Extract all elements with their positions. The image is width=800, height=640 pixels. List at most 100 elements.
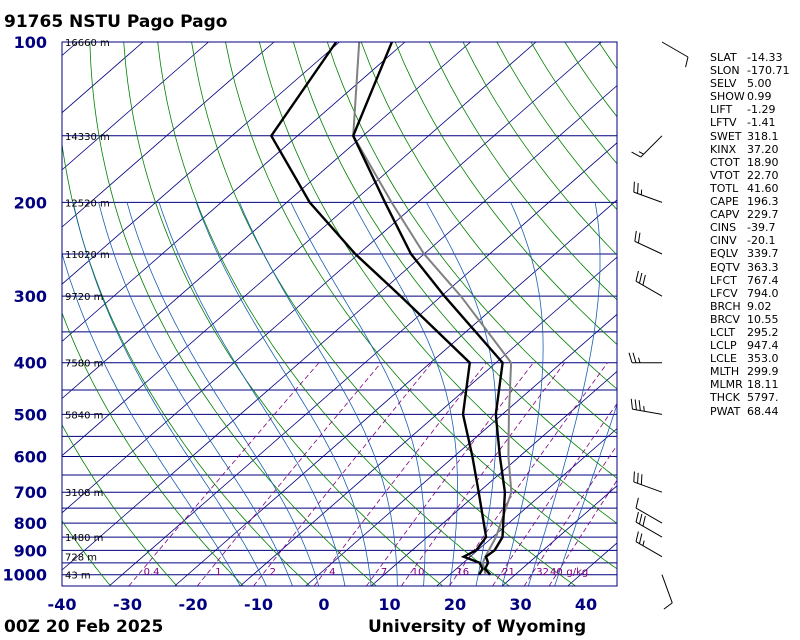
moist-adiabat-line — [501, 202, 544, 586]
height-label: 7580 m — [65, 359, 103, 370]
pressure-tick-label: 500 — [14, 405, 47, 424]
pressure-tick-label: 200 — [14, 193, 47, 212]
moist-adiabat-line — [554, 403, 617, 586]
pressure-tick-label: 900 — [14, 541, 47, 560]
dry-adiabat-line — [62, 311, 244, 586]
index-row: LFCV 794.0 — [710, 287, 789, 300]
index-row: TOTL 41.60 — [710, 182, 789, 195]
height-label: 12520 m — [65, 198, 110, 209]
index-row: SHOW 0.99 — [710, 90, 789, 103]
moist-adiabat-line — [158, 202, 346, 586]
mixing-ratio-line — [400, 362, 566, 586]
pressure-tick-label: 600 — [14, 448, 47, 467]
temperature-tick-label: 10 — [378, 595, 400, 614]
moist-adiabat-line — [72, 202, 267, 586]
index-name: LFCT — [710, 273, 737, 287]
moist-adiabat-line — [195, 202, 372, 586]
moist-adiabat-line — [126, 202, 320, 586]
wind-barb — [661, 574, 673, 610]
isotherm-line — [62, 42, 78, 57]
index-name: VTOT — [710, 168, 740, 182]
index-value: -39.7 — [747, 221, 776, 235]
index-name: SLON — [710, 64, 740, 78]
parcel-line — [352, 42, 513, 575]
isotherm-line — [501, 485, 617, 586]
dry-adiabat-lines — [0, 42, 617, 586]
mixing-ratio-line — [196, 362, 382, 586]
moist-adiabat-lines — [62, 202, 617, 586]
dry-adiabat-line — [157, 42, 510, 586]
moist-adiabat-line — [62, 251, 241, 586]
index-row: CTOT 18.90 — [710, 156, 789, 169]
wind-barb — [633, 471, 663, 493]
mixing-ratio-line — [128, 362, 320, 586]
dry-adiabat-line — [326, 42, 617, 435]
index-row: SELV 5.00 — [710, 77, 789, 90]
height-label: 11020 m — [65, 250, 110, 261]
index-name: LIFT — [710, 103, 733, 117]
wind-barb — [635, 531, 663, 558]
isotherm-lines — [0, 42, 617, 586]
index-row: LFTV -1.41 — [710, 116, 789, 129]
moist-adiabat-line — [352, 202, 458, 586]
index-value: 37.20 — [747, 142, 779, 156]
index-row: THCK 5797. — [710, 391, 789, 404]
dry-adiabat-line — [259, 42, 617, 524]
index-value: 947.4 — [747, 339, 779, 353]
moist-adiabat-line — [239, 202, 398, 586]
dry-adiabat-line — [0, 42, 44, 586]
index-name: LFCV — [710, 286, 738, 300]
sounding-profiles — [269, 42, 513, 576]
wind-barb — [635, 497, 663, 524]
isotherm-line — [62, 85, 617, 571]
index-row: EQTV 363.3 — [710, 261, 789, 274]
index-value: -170.71 — [747, 64, 790, 78]
index-value: 353.0 — [747, 352, 779, 366]
stability-indices-panel: SLAT -14.33 SLON -170.71 SELV 5.00 SHOW 0.99 LIF… — [710, 51, 789, 418]
mixing-ratio-label: 21 — [502, 567, 515, 578]
plot-frame — [61, 41, 618, 587]
index-row: LCLE 353.0 — [710, 352, 789, 365]
index-value: 5.00 — [747, 77, 772, 91]
observation-time: 00Z 20 Feb 2025 — [4, 617, 164, 637]
index-value: -1.29 — [747, 103, 776, 117]
index-row: MLTH 299.9 — [710, 365, 789, 378]
index-row: BRCV 10.55 — [710, 313, 789, 326]
height-label: 16660 m — [65, 38, 110, 49]
height-labels: 16660 m 14330 m 12520 m 11020 m 9720 m 7580 m… — [65, 38, 110, 582]
index-value: 794.0 — [747, 286, 779, 300]
isotherm-line — [62, 42, 275, 228]
temperature-tick-label: -20 — [179, 595, 208, 614]
height-label: 43 m — [65, 571, 91, 582]
height-label: 5840 m — [65, 410, 103, 421]
index-value: 22.70 — [747, 168, 779, 182]
index-value: 229.7 — [747, 208, 779, 222]
temperature-tick-label: 0 — [318, 595, 329, 614]
index-row: LIFT -1.29 — [710, 103, 789, 116]
dry-adiabat-line — [394, 42, 617, 345]
wind-barbs — [628, 41, 689, 610]
mixing-ratio-label: 32 — [536, 567, 549, 578]
index-row: SWET 318.1 — [710, 130, 789, 143]
index-name: BRCV — [710, 312, 740, 326]
index-name: CAPE — [710, 195, 739, 209]
index-row: LCLT 295.2 — [710, 326, 789, 339]
index-value: 0.99 — [747, 90, 772, 104]
dry-adiabat-line — [62, 140, 311, 586]
isotherm-line — [62, 42, 602, 514]
index-name: CINS — [710, 221, 737, 235]
temperature-tick-label: -10 — [244, 595, 273, 614]
mixing-ratio-line — [523, 444, 617, 586]
index-name: CTOT — [710, 155, 740, 169]
moist-adiabat-line — [98, 202, 293, 586]
mixing-ratio-line — [492, 402, 617, 586]
dry-adiabat-line — [89, 42, 377, 586]
temperature-tick-label: -30 — [113, 595, 142, 614]
index-row: LCLP 947.4 — [710, 339, 789, 352]
mixing-ratio-line — [548, 479, 617, 586]
dry-adiabat-line — [293, 42, 617, 479]
index-value: 299.9 — [747, 365, 779, 379]
index-name: SHOW — [710, 90, 745, 104]
dry-adiabat-line — [428, 42, 617, 301]
isotherm-line — [0, 42, 12, 586]
